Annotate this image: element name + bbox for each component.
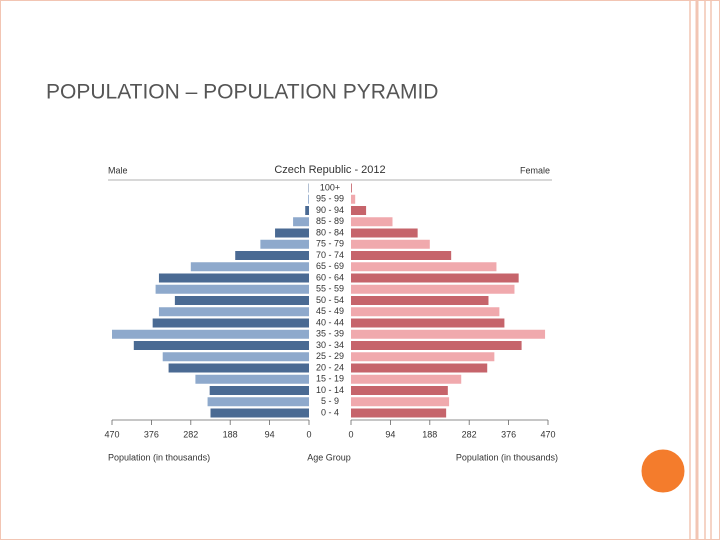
- age-label: 45 - 49: [316, 306, 344, 316]
- x-tick-label: 470: [104, 429, 119, 439]
- bar: [351, 352, 495, 362]
- bar: [351, 217, 393, 227]
- legend-label: Male: [108, 165, 128, 175]
- bar: [305, 206, 309, 215]
- bar: [260, 239, 309, 249]
- x-tick-label: 376: [501, 429, 516, 439]
- bar: [168, 363, 309, 373]
- decor-circle: [638, 446, 688, 496]
- age-label: 20 - 24: [316, 362, 344, 372]
- bar: [162, 352, 309, 362]
- age-label: 10 - 14: [316, 385, 344, 395]
- bar: [195, 374, 309, 384]
- x-tick-label: 0: [348, 429, 353, 439]
- x-axis-label: Population (in thousands): [108, 452, 210, 462]
- bar: [152, 318, 309, 328]
- age-label: 60 - 64: [316, 272, 344, 282]
- x-axis-label: Population (in thousands): [456, 452, 558, 462]
- age-label: 5 - 9: [321, 396, 339, 406]
- age-label: 0 - 4: [321, 407, 339, 417]
- bar: [351, 239, 430, 249]
- bar: [207, 397, 309, 407]
- bar: [351, 296, 489, 305]
- age-label: 55 - 59: [316, 284, 344, 294]
- bar: [209, 386, 309, 395]
- x-tick-label: 94: [265, 429, 275, 439]
- bar: [351, 329, 546, 339]
- bar: [351, 318, 505, 328]
- bar: [112, 329, 309, 339]
- bar: [351, 273, 519, 283]
- bar: [351, 194, 356, 204]
- bar: [174, 296, 309, 305]
- bar: [351, 307, 500, 317]
- age-label: 80 - 84: [316, 227, 344, 237]
- bar: [190, 262, 309, 272]
- x-tick-label: 376: [144, 429, 159, 439]
- age-label: 75 - 79: [316, 239, 344, 249]
- age-label: 65 - 69: [316, 261, 344, 271]
- x-tick-label: 282: [462, 429, 477, 439]
- x-tick-label: 282: [183, 429, 198, 439]
- age-label: 95 - 99: [316, 194, 344, 204]
- legend-label: Female: [520, 165, 550, 175]
- age-label: 30 - 34: [316, 340, 344, 350]
- bar: [351, 341, 522, 350]
- bar: [351, 228, 418, 238]
- bar: [351, 262, 497, 272]
- age-label: 50 - 54: [316, 295, 344, 305]
- age-label: 40 - 44: [316, 317, 344, 327]
- age-label: 35 - 39: [316, 329, 344, 339]
- x-tick-label: 0: [306, 429, 311, 439]
- x-tick-label: 188: [223, 429, 238, 439]
- bar: [351, 206, 367, 215]
- bar: [158, 307, 309, 317]
- age-label: 25 - 29: [316, 351, 344, 361]
- bar: [210, 408, 309, 418]
- age-label: 85 - 89: [316, 216, 344, 226]
- bar: [351, 363, 488, 373]
- age-label: 70 - 74: [316, 250, 344, 260]
- x-tick-label: 470: [540, 429, 555, 439]
- bar: [293, 217, 309, 227]
- bar: [158, 273, 309, 283]
- bar: [351, 374, 462, 384]
- bar: [133, 341, 309, 350]
- age-label: 15 - 19: [316, 374, 344, 384]
- bar: [351, 251, 452, 260]
- bar: [235, 251, 309, 260]
- age-label: 90 - 94: [316, 205, 344, 215]
- x-tick-label: 94: [385, 429, 395, 439]
- x-tick-label: 188: [422, 429, 437, 439]
- bar: [351, 183, 352, 193]
- age-label: 100+: [320, 182, 340, 192]
- bar: [155, 284, 309, 294]
- bar: [275, 228, 309, 238]
- bar: [351, 408, 447, 418]
- bar: [308, 194, 309, 204]
- slide-title: POPULATION – POPULATION PYRAMID: [46, 81, 438, 104]
- chart-title: Czech Republic - 2012: [274, 164, 385, 176]
- bar: [351, 386, 448, 395]
- bar: [351, 397, 450, 407]
- bar: [351, 284, 515, 294]
- x-axis-label: Age Group: [307, 452, 351, 462]
